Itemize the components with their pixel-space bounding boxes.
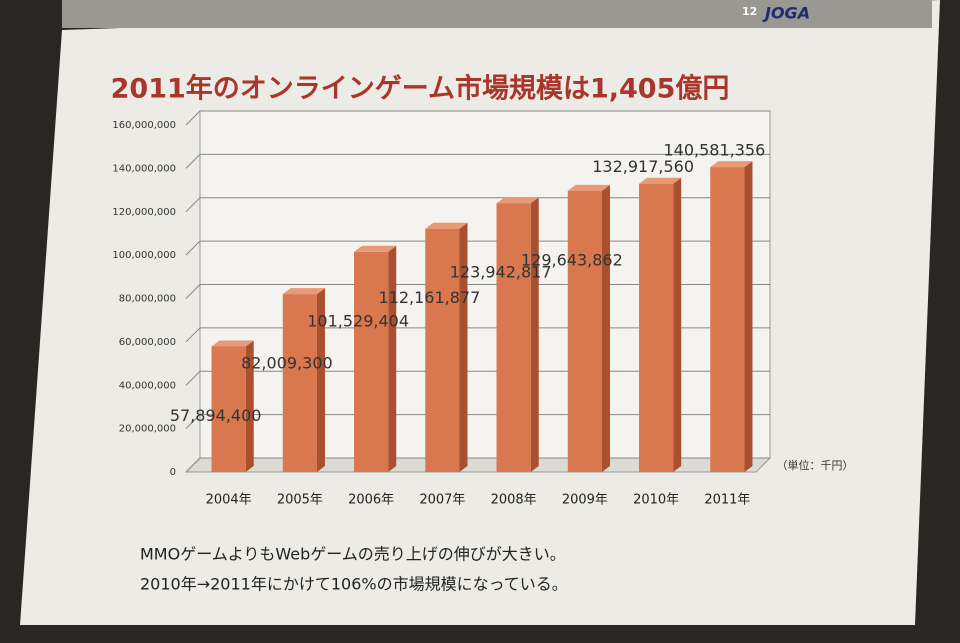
bar-top xyxy=(496,197,539,204)
x-tick-label: 2011年 xyxy=(704,493,750,508)
slide-number: 12 xyxy=(742,5,757,18)
bar-side xyxy=(601,184,610,472)
bar xyxy=(282,294,317,472)
y-tick-label: 40,000,000 xyxy=(119,380,176,391)
bar xyxy=(639,183,674,472)
plot: 0 20,000,000 40,000,000 60,000,000 80,000,00… xyxy=(112,110,772,508)
value-label: 112,161,877 xyxy=(378,288,480,307)
value-label: 140,581,356 xyxy=(663,141,765,160)
bar-top xyxy=(639,177,682,184)
x-tick-label: 2004年 xyxy=(206,493,252,508)
note: MMOゲームよりもWebゲームの売り上げの伸びが大きい。 xyxy=(140,545,566,564)
bar-top xyxy=(282,288,325,295)
grid-line xyxy=(185,154,201,169)
grid-line xyxy=(185,414,201,429)
bar-side xyxy=(673,177,682,472)
note: 2010年→2011年にかけて106%の市場規模になっている。 xyxy=(140,575,568,594)
x-tick-label: 2009年 xyxy=(562,493,608,508)
x-tick-label: 2008年 xyxy=(491,493,537,508)
value-label: 129,643,862 xyxy=(521,250,623,269)
chart-title: 2011年のオンラインゲーム市場規模は1,405億円 xyxy=(111,73,730,105)
bar-top xyxy=(710,161,753,168)
value-label: 57,894,400 xyxy=(170,406,262,425)
bar xyxy=(425,228,460,472)
bar-side xyxy=(316,288,325,472)
bar-top xyxy=(567,184,610,191)
value-label: 132,917,560 xyxy=(592,157,694,176)
grid-line xyxy=(185,370,201,386)
y-tick-label: 20,000,000 xyxy=(119,424,176,435)
y-tick-label: 100,000,000 xyxy=(112,250,176,261)
logo: JOGA xyxy=(762,4,810,23)
value-label: 101,529,404 xyxy=(307,311,409,330)
y-tick-label: 140,000,000 xyxy=(112,163,176,174)
grid-line xyxy=(185,284,201,299)
slide-header-bar xyxy=(62,0,932,28)
bar xyxy=(354,251,389,472)
y-tick-label: 80,000,000 xyxy=(119,294,176,305)
y-tick-label: 0 xyxy=(170,467,176,478)
grid-line xyxy=(185,110,201,126)
x-tick-label: 2005年 xyxy=(277,493,323,508)
grid-line xyxy=(185,457,201,473)
bar-side xyxy=(459,222,468,472)
bar-side xyxy=(388,245,397,472)
bar-top xyxy=(354,245,397,252)
x-tick-label: 2010年 xyxy=(633,493,679,508)
bar-side xyxy=(245,340,254,472)
y-tick-label: 60,000,000 xyxy=(119,337,176,348)
y-tick-label: 160,000,000 xyxy=(112,120,176,131)
plot-floor xyxy=(184,457,772,473)
x-tick-label: 2007年 xyxy=(419,493,465,508)
unit-note: （単位：千円） xyxy=(777,458,854,472)
bar xyxy=(567,190,602,472)
bar-side xyxy=(744,161,753,472)
bar-side xyxy=(530,197,539,472)
bar xyxy=(211,346,246,472)
y-tick-label: 120,000,000 xyxy=(112,207,176,218)
value-label: 82,009,300 xyxy=(241,354,333,373)
bar-top xyxy=(425,222,468,229)
bar xyxy=(496,203,531,472)
bar xyxy=(710,167,745,472)
grid-line xyxy=(185,327,201,343)
grid-line xyxy=(185,197,201,213)
grid-line xyxy=(185,240,201,256)
value-label: 123,942,817 xyxy=(450,263,552,282)
bar-top xyxy=(211,340,254,347)
x-tick-label: 2006年 xyxy=(348,493,394,508)
